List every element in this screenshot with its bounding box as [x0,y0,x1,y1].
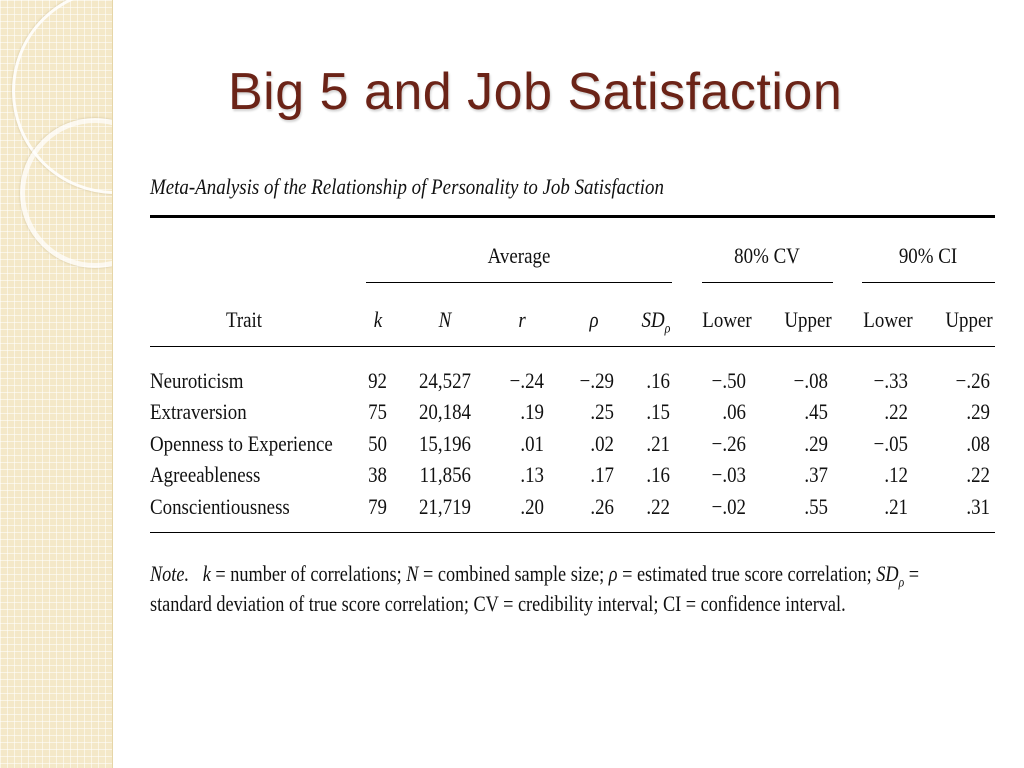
cell-ci-upper: .22 [966,462,990,487]
cell-cv-upper: .55 [804,494,828,519]
note-n-symbol: N [406,561,419,586]
cell-k: 38 [368,462,387,487]
cell-n: 15,196 [418,431,471,456]
group-underline-ci [862,282,995,283]
cell-ci-upper: .31 [966,494,990,519]
cell-ci-lower: .12 [884,462,908,487]
col-header-ci-lower: Lower [863,307,913,332]
table-top-rule [150,215,995,218]
cell-r: .20 [520,494,544,519]
group-underline-average [366,282,672,283]
note-label: Note. [150,561,190,586]
note-sd-equals: = [908,561,920,586]
col-header-n: N [438,307,452,332]
group-header-cv: 80% CV [734,243,800,268]
cell-r: .19 [520,399,544,424]
cell-ci-lower: .21 [884,494,908,519]
note-rho-symbol: ρ [608,561,618,586]
cell-k: 75 [368,399,387,424]
cell-trait: Openness to Experience [150,431,333,456]
sd-subscript: ρ [664,321,671,337]
cell-cv-upper: −.08 [793,368,828,393]
cell-ci-lower: .22 [884,399,908,424]
cell-cv-upper: .45 [804,399,828,424]
cell-ci-upper: .29 [966,399,990,424]
cell-k: 50 [368,431,387,456]
cell-rho: .26 [590,494,614,519]
cell-trait: Agreeableness [150,462,261,487]
note-rho-text: = estimated true score correlation; [622,561,872,586]
note-k-text: = number of correlations; [215,561,402,586]
cell-cv-lower: .06 [722,399,746,424]
cell-ci-upper: −.26 [955,368,990,393]
sd-label: SD [641,307,665,332]
table-caption: Meta-Analysis of the Relationship of Per… [150,174,664,199]
cell-cv-lower: −.02 [711,494,746,519]
cell-cv-upper: .37 [804,462,828,487]
cell-r: −.24 [509,368,544,393]
cell-n: 21,719 [418,494,471,519]
cell-rho: .17 [590,462,614,487]
cell-k: 92 [368,368,387,393]
table-note-line-2: standard deviation of true score correla… [150,591,846,616]
cell-cv-lower: −.03 [711,462,746,487]
cell-k: 79 [368,494,387,519]
col-header-cv-lower: Lower [702,307,752,332]
col-header-ci-upper: Upper [945,307,993,332]
cell-sd: .22 [646,494,670,519]
group-header-average: Average [487,243,551,268]
cell-sd: .16 [646,462,670,487]
cell-rho: −.29 [579,368,614,393]
cell-n: 20,184 [418,399,471,424]
cell-n: 24,527 [418,368,471,393]
slide-title: Big 5 and Job Satisfaction [228,63,843,121]
col-header-r: r [518,307,526,332]
table-bottom-rule [150,532,995,533]
note-n-text: = combined sample size; [423,561,605,586]
note-k-symbol: k [202,561,211,586]
cell-trait: Neuroticism [150,368,244,393]
col-header-cv-upper: Upper [784,307,832,332]
cell-n: 11,856 [419,462,471,487]
cell-r: .01 [520,431,544,456]
cell-ci-upper: .08 [966,431,990,456]
col-header-rho: ρ [589,307,599,332]
decorative-side-panel [0,0,113,768]
group-header-ci: 90% CI [898,243,958,268]
cell-cv-upper: .29 [804,431,828,456]
cell-trait: Extraversion [150,399,247,424]
cell-cv-lower: −.26 [711,431,746,456]
cell-r: .13 [520,462,544,487]
cell-rho: .02 [590,431,614,456]
cell-sd: .16 [646,368,670,393]
note-sd-subscript: ρ [898,575,905,591]
col-header-sd-rho: SDρ [642,309,671,336]
group-underline-cv [702,282,833,283]
table-note-line-1: Note. k = number of correlations; N = co… [150,561,919,591]
cell-sd: .21 [646,431,670,456]
cell-sd: .15 [646,399,670,424]
cell-ci-lower: −.05 [873,431,908,456]
col-header-k: k [373,307,383,332]
cell-rho: .25 [590,399,614,424]
cell-ci-lower: −.33 [873,368,908,393]
note-sd-symbol: SD [876,561,899,586]
cell-cv-lower: −.50 [711,368,746,393]
col-header-trait: Trait [225,307,263,332]
cell-trait: Conscientiousness [150,494,290,519]
header-rule [150,346,995,347]
